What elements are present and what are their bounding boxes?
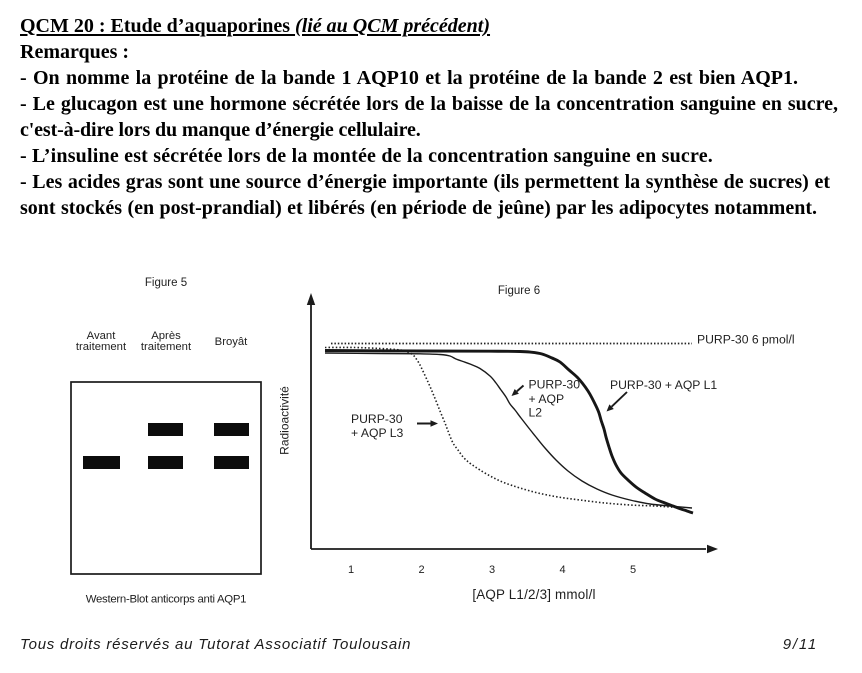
svg-text:PURP-30 6 pmol/l: PURP-30 6 pmol/l [697,333,795,347]
svg-text:PURP-30: PURP-30 [351,412,403,426]
svg-text:+ AQP: + AQP [529,392,565,406]
svg-text:1: 1 [348,564,354,576]
svg-text:Avant: Avant [87,330,117,342]
svg-text:4: 4 [559,564,565,576]
svg-text:+ AQP L3: + AQP L3 [351,426,404,440]
svg-text:Figure 6: Figure 6 [498,285,540,297]
svg-text:2: 2 [418,564,424,576]
svg-text:Broyât: Broyât [215,336,249,348]
svg-text:traitement: traitement [76,341,127,353]
svg-text:Radioactivité: Radioactivité [278,386,292,455]
svg-text:L2: L2 [529,406,543,420]
svg-text:PURP-30: PURP-30 [529,378,581,392]
svg-text:traitement: traitement [141,341,192,353]
svg-text:Figure 5: Figure 5 [145,277,187,289]
svg-text:PURP-30 + AQP L1: PURP-30 + AQP L1 [610,378,717,392]
svg-text:Après: Après [151,330,181,342]
svg-text:Western-Blot anticorps anti AQ: Western-Blot anticorps anti AQP1 [86,594,247,606]
svg-text:5: 5 [630,564,636,576]
svg-text:[AQP L1/2/3] mmol/l: [AQP L1/2/3] mmol/l [472,587,595,602]
svg-text:3: 3 [489,564,495,576]
